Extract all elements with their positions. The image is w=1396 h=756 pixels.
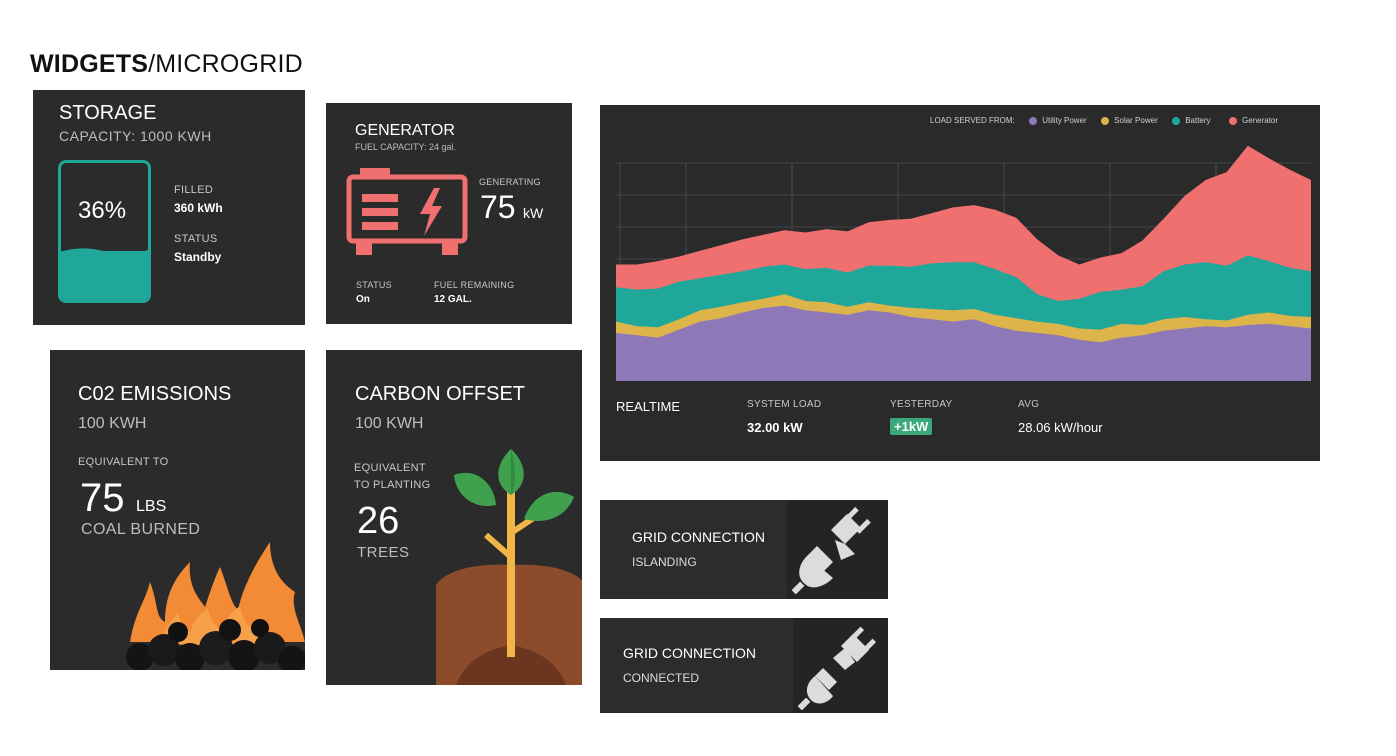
battery-icon <box>58 160 151 303</box>
offset-subtitle: 100 KWH <box>355 415 424 432</box>
load-chart-card: LOAD SERVED FROM: Utility Power Solar Po… <box>600 105 1320 461</box>
emissions-title: C02 EMISSIONS <box>78 383 232 405</box>
storage-title: STORAGE <box>59 102 157 124</box>
series-utility-power <box>616 305 1311 381</box>
chart-legend: LOAD SERVED FROM: Utility Power Solar Po… <box>930 116 1278 125</box>
emissions-caption: COAL BURNED <box>81 521 201 538</box>
avg-label: AVG <box>1018 399 1040 410</box>
system-load-value: 32.00 kW <box>747 420 803 435</box>
load-chart <box>616 145 1311 381</box>
grid-connected-status: CONNECTED <box>623 671 700 685</box>
tree-sapling-icon <box>436 449 582 685</box>
avg-value: 28.06 kW/hour <box>1018 420 1103 435</box>
legend-dot-battery <box>1171 116 1180 125</box>
emissions-card: C02 EMISSIONS 100 KWH EQUIVALENT TO 75 L… <box>50 350 305 670</box>
legend-title: LOAD SERVED FROM: <box>930 116 1015 125</box>
fuel-remaining-label: FUEL REMAINING <box>434 280 515 290</box>
storage-percent: 36% <box>78 197 127 224</box>
legend-solar: Solar Power <box>1114 116 1158 125</box>
offset-caption: TREES <box>357 544 410 561</box>
grid-connected-title: GRID CONNECTION <box>623 645 756 661</box>
emissions-value: 75 <box>80 476 125 520</box>
legend-battery: Battery <box>1185 116 1211 125</box>
generator-status-value: On <box>356 294 370 305</box>
storage-card: STORAGE CAPACITY: 1000 KWH 36% FILLED 36… <box>33 90 305 325</box>
offset-value: 26 <box>357 500 400 542</box>
generator-card: GENERATOR FUEL CAPACITY: 24 gal. GENERAT… <box>326 103 572 324</box>
storage-status-label: STATUS <box>174 233 218 245</box>
offset-card: CARBON OFFSET 100 KWH EQUIVALENT TO PLAN… <box>326 350 582 685</box>
generator-status-label: STATUS <box>356 280 392 290</box>
emissions-unit: LBS <box>136 498 167 515</box>
yesterday-badge: +1kW <box>890 418 933 435</box>
fire-coal-icon <box>126 542 305 670</box>
generator-title: GENERATOR <box>355 122 455 139</box>
page-title-light: /MICROGRID <box>148 50 303 78</box>
generator-icon <box>346 168 468 255</box>
grid-islanding-icon-panel <box>787 500 888 599</box>
yesterday-label: YESTERDAY <box>890 399 953 410</box>
unplugged-icon <box>791 506 871 595</box>
grid-islanding-title: GRID CONNECTION <box>632 529 765 545</box>
grid-connected-icon-panel <box>793 618 888 713</box>
filled-value: 360 kWh <box>174 201 223 215</box>
legend-dot-generator <box>1228 116 1237 125</box>
plugged-icon <box>797 626 877 711</box>
offset-equivalent-line2: TO PLANTING <box>354 479 431 491</box>
battery-wave <box>61 248 148 257</box>
grid-islanding-card: GRID CONNECTION ISLANDING <box>600 500 888 599</box>
generating-label: GENERATING <box>479 177 541 187</box>
emissions-subtitle: 100 KWH <box>78 415 147 432</box>
system-load-label: SYSTEM LOAD <box>747 399 822 410</box>
page-title-bold: WIDGETS <box>30 50 149 78</box>
offset-equivalent-line1: EQUIVALENT <box>354 462 426 474</box>
generating-value: 75 <box>480 189 516 225</box>
battery-fill <box>61 251 148 300</box>
filled-label: FILLED <box>174 184 214 196</box>
emissions-equivalent-label: EQUIVALENT TO <box>78 456 169 468</box>
grid-islanding-status: ISLANDING <box>632 555 697 569</box>
legend-dot-utility <box>1029 116 1037 125</box>
page-title: WIDGETS/MICROGRID <box>30 50 303 79</box>
realtime-label: REALTIME <box>616 399 681 414</box>
legend-dot-solar <box>1100 116 1109 125</box>
offset-title: CARBON OFFSET <box>355 383 526 405</box>
grid-connected-card: GRID CONNECTION CONNECTED <box>600 618 888 713</box>
legend-generator: Generator <box>1242 116 1279 125</box>
legend-utility: Utility Power <box>1042 116 1087 125</box>
fuel-remaining-value: 12 GAL. <box>434 294 472 305</box>
generating-unit: kW <box>523 205 544 221</box>
fuel-capacity: FUEL CAPACITY: 24 gal. <box>355 142 457 152</box>
storage-status-value: Standby <box>174 250 222 264</box>
storage-capacity: CAPACITY: 1000 KWH <box>59 128 212 144</box>
